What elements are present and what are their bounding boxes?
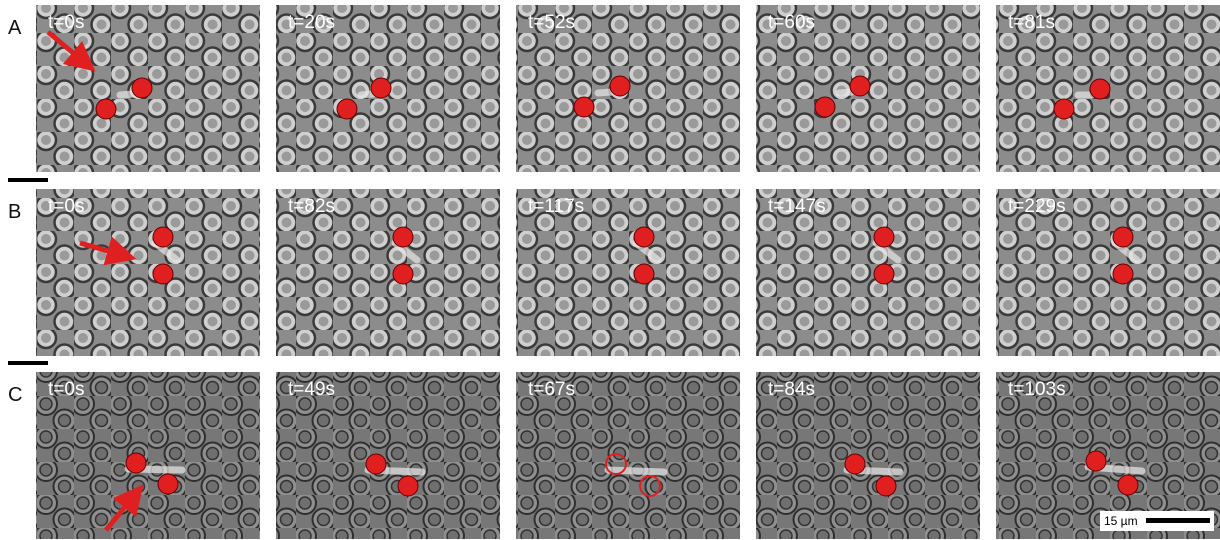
marker-dot [1118,475,1138,495]
marker-dot [96,99,116,119]
scale-line [1146,518,1210,523]
row-label: A [8,17,22,39]
marker-dot [153,264,173,284]
time-label: t=49s [288,379,335,400]
time-label: t=0s [48,12,84,33]
time-label: t=52s [528,12,575,33]
marker-dot [634,264,654,284]
marker-dot [1090,79,1110,99]
marker-dot [876,476,896,496]
marker-dot [574,97,594,117]
scale-bar: 15 µm [1100,511,1214,531]
time-label: t=0s [48,196,84,217]
row-label: C [8,384,22,406]
marker-dot [1113,264,1133,284]
marker-dot [610,76,630,96]
marker-dot [845,454,865,474]
time-label: t=147s [768,196,826,217]
time-label: t=20s [288,12,335,33]
marker-dot [126,453,146,473]
marker-dot [393,264,413,284]
marker-dot [815,97,835,117]
marker-dot [153,227,173,247]
marker-dot [874,264,894,284]
marker-dot [1113,227,1133,247]
time-label: t=0s [48,379,84,400]
marker-dot [366,454,386,474]
time-label: t=229s [1008,196,1066,217]
time-label: t=103s [1008,379,1066,400]
time-label: t=81s [1008,12,1055,33]
separator [8,361,48,365]
marker-dot [634,227,654,247]
marker-dot [398,476,418,496]
rod [120,94,134,95]
marker-dot [393,227,413,247]
rod [608,470,664,472]
marker-dot [371,78,391,98]
time-label: t=84s [768,379,815,400]
time-label: t=82s [288,196,335,217]
figure: At=0s t=20s t=52s t=60s t=81s Bt=0s t=82s t=117… [0,0,1220,540]
marker-dot [1086,451,1106,471]
marker-dot [874,227,894,247]
marker-dot [850,76,870,96]
marker-dot [132,78,152,98]
marker-dot [158,474,178,494]
marker-dot [337,99,357,119]
rod [361,94,373,95]
rod [839,92,852,93]
marker-dot [1054,99,1074,119]
rod [598,92,612,93]
scale-label: 15 µm [1104,514,1138,528]
time-label: t=67s [528,379,575,400]
time-label: t=60s [768,12,815,33]
row-label: B [8,201,21,223]
separator [8,178,48,182]
time-label: t=117s [528,196,584,217]
